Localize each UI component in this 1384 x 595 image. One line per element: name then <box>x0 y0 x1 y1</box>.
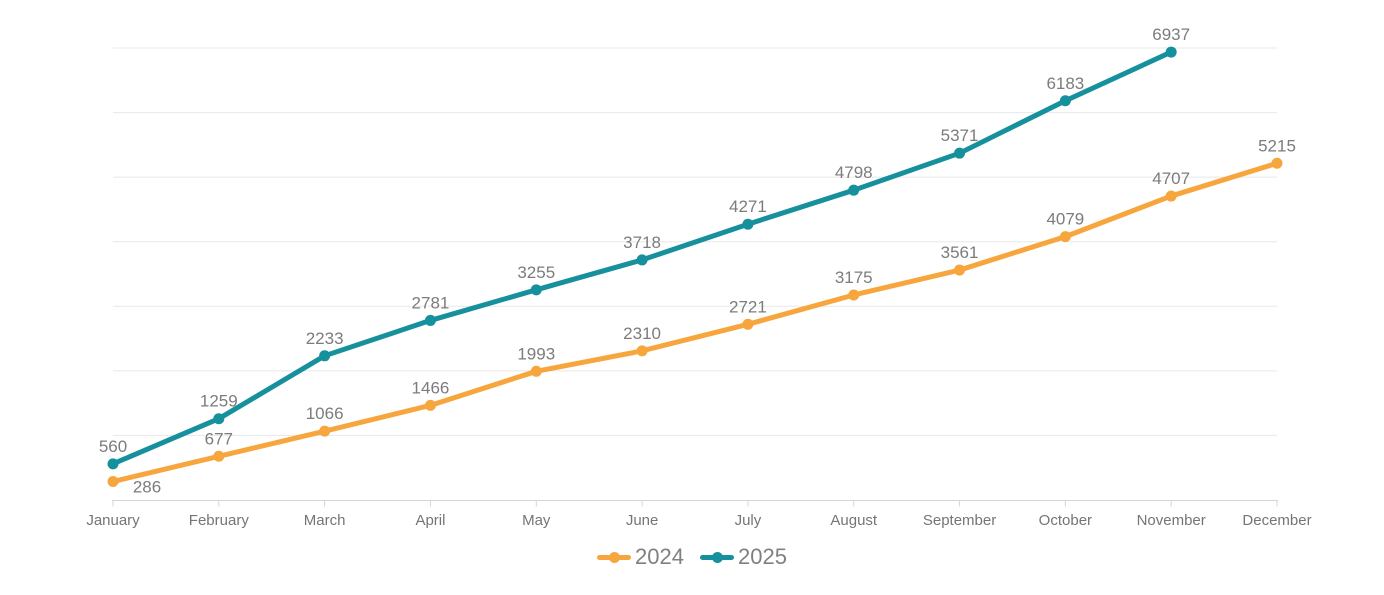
value-label-2024-October: 4079 <box>1046 210 1084 229</box>
value-label-2025-September: 5371 <box>941 126 979 145</box>
data-point-2025-August <box>848 184 860 196</box>
value-label-2024-February: 677 <box>205 429 233 448</box>
x-axis-label: June <box>626 512 659 529</box>
data-point-2024-January <box>107 476 119 488</box>
data-point-2024-April <box>424 399 436 411</box>
data-point-2025-November <box>1165 46 1177 58</box>
value-label-2024-September: 3561 <box>941 243 979 262</box>
data-point-2024-August <box>848 289 860 301</box>
data-point-2024-July <box>742 318 754 330</box>
value-label-2025-April: 2781 <box>412 293 450 312</box>
x-axis-label: September <box>923 512 996 529</box>
value-label-2024-August: 3175 <box>835 268 873 287</box>
data-point-2025-July <box>742 218 754 230</box>
value-label-2024-March: 1066 <box>306 404 344 423</box>
value-label-2025-November: 6937 <box>1152 25 1190 44</box>
legend-label-2025: 2025 <box>738 544 787 569</box>
x-axis-label: December <box>1242 512 1311 529</box>
x-axis-label: November <box>1137 512 1206 529</box>
data-point-2025-September <box>954 147 966 159</box>
chart-canvas: January February March April May June July Augu… <box>86 25 1311 529</box>
data-point-2024-December <box>1271 157 1283 169</box>
value-label-2024-July: 2721 <box>729 297 767 316</box>
legend-item-2024[interactable]: 2024 <box>597 546 684 568</box>
x-axis-label: July <box>735 512 762 529</box>
data-point-2024-March <box>319 425 331 437</box>
value-label-2025-October: 6183 <box>1046 74 1084 93</box>
data-point-2024-June <box>636 345 648 357</box>
x-axis-label: August <box>830 512 878 529</box>
data-point-2025-June <box>636 254 648 266</box>
value-label-2024-May: 1993 <box>517 344 555 363</box>
data-point-2024-February <box>213 450 225 462</box>
x-axis-label: January <box>86 512 140 529</box>
value-label-2024-April: 1466 <box>412 378 450 397</box>
series-2024: 286 677 1066 1466 1993 2310 2721 3175 3561 4079 47… <box>107 136 1296 497</box>
x-axis-label: February <box>189 512 250 529</box>
value-label-2024-June: 2310 <box>623 324 661 343</box>
value-label-2024-November: 4707 <box>1152 169 1190 188</box>
data-point-2025-January <box>107 458 119 470</box>
series-line-2024 <box>110 160 1280 485</box>
chart-legend: 2024 2025 <box>0 546 1384 568</box>
data-point-2025-April <box>424 314 436 326</box>
legend-item-2025[interactable]: 2025 <box>700 546 787 568</box>
legend-label-2024: 2024 <box>635 544 684 569</box>
x-axis-label: April <box>415 512 445 529</box>
value-label-2024-December: 5215 <box>1258 136 1296 155</box>
data-point-2025-October <box>1059 95 1071 107</box>
value-label-2025-March: 2233 <box>306 329 344 348</box>
legend-marker-2025-icon <box>700 551 734 563</box>
data-point-2025-February <box>213 413 225 425</box>
data-point-2024-October <box>1059 231 1071 243</box>
data-point-2025-May <box>530 284 542 296</box>
data-point-2025-March <box>319 350 331 362</box>
x-axis-label: May <box>522 512 551 529</box>
series-2025: 560 1259 2233 2781 3255 3718 4271 4798 5371 6183 6… <box>99 25 1190 470</box>
value-label-2025-February: 1259 <box>200 392 238 411</box>
legend-marker-2024-icon <box>597 551 632 563</box>
value-label-2025-July: 4271 <box>729 197 767 216</box>
x-axis-label: March <box>304 512 346 529</box>
value-label-2025-June: 3718 <box>623 233 661 252</box>
data-point-2024-September <box>954 264 966 276</box>
value-label-2025-May: 3255 <box>517 263 555 282</box>
value-label-2025-August: 4798 <box>835 163 873 182</box>
x-axis-label: October <box>1039 512 1092 529</box>
value-label-2024-January: 286 <box>133 478 161 497</box>
value-label-2025-January: 560 <box>99 437 127 456</box>
data-point-2024-May <box>530 365 542 377</box>
data-point-2024-November <box>1165 190 1177 202</box>
